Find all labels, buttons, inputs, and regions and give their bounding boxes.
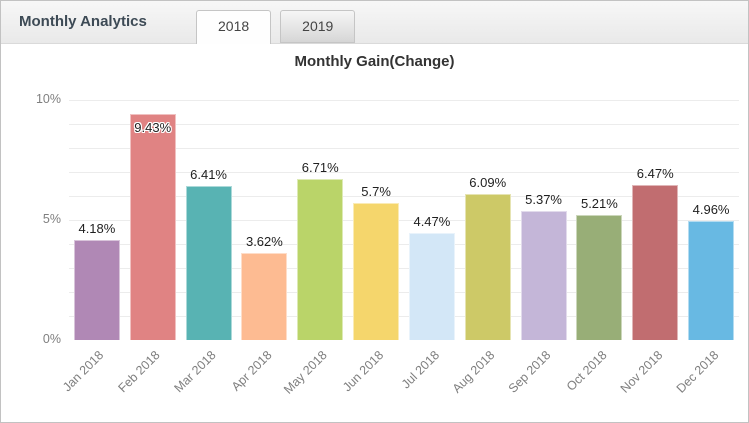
bar-slot-jul-2018: 4.47% Jul 2018	[399, 100, 460, 391]
bar-feb-2018[interactable]	[129, 113, 176, 340]
tab-2018[interactable]: 2018	[196, 10, 272, 44]
bar-value-label: 4.18%	[78, 220, 116, 236]
chart-title: Monthly Gain(Change)	[294, 53, 455, 70]
bar-mar-2018[interactable]	[185, 186, 232, 340]
bar-value-label: 4.96%	[692, 201, 730, 217]
y-tick-10: 10%	[35, 92, 61, 106]
widget-title: Monthly Analytics	[19, 13, 147, 30]
x-axis-label: Jan 2018	[60, 348, 107, 395]
x-axis-label: Mar 2018	[171, 348, 219, 396]
year-tabs: 2018 2019	[196, 10, 356, 44]
bar-value-label: 5.37%	[525, 192, 562, 208]
x-axis-label: Sep 2018	[505, 348, 554, 396]
x-axis-label: Dec 2018	[673, 348, 721, 396]
x-axis-label: Oct 2018	[563, 348, 610, 394]
bar-value-label: 3.62%	[245, 234, 283, 250]
bar-value-label: 6.71%	[301, 159, 339, 175]
bar-slot-aug-2018: 6.09% Aug 2018	[450, 100, 516, 396]
x-axis-label: Aug 2018	[449, 348, 498, 396]
bar-chart-plot-area: 10% 5% 0% 4.18% Jan 2018 9.43% Feb 2018 6.41…	[36, 92, 739, 397]
chart-panel: Monthly Gain(Change) 10% 5% 0% 4.18% Jan …	[1, 53, 748, 397]
bar-value-label: 6.41%	[190, 167, 227, 183]
bar-slot-nov-2018: 6.47% Nov 2018	[617, 100, 683, 396]
y-tick-0: 0%	[42, 332, 61, 346]
bar-aug-2018[interactable]	[464, 193, 511, 340]
bar-slot-mar-2018: 6.41% Mar 2018	[171, 100, 237, 395]
bar-jan-2018[interactable]	[73, 239, 120, 340]
bar-value-label: 4.47%	[413, 213, 451, 229]
bar-nov-2018[interactable]	[632, 184, 679, 340]
x-axis-label: Jul 2018	[398, 348, 442, 392]
bar-slot-feb-2018: 9.43% Feb 2018	[115, 100, 181, 395]
bar-value-label: 5.21%	[580, 195, 618, 211]
bar-value-label: 5.7%	[361, 184, 391, 200]
bar-value-label: 6.47%	[636, 165, 674, 181]
bar-slot-jan-2018: 4.18% Jan 2018	[61, 100, 125, 394]
bar-jul-2018[interactable]	[408, 232, 455, 340]
bar-slot-jun-2018: 5.7% Jun 2018	[340, 100, 404, 394]
bar-slot-apr-2018: 3.62% Apr 2018	[229, 100, 293, 394]
bar-sep-2018[interactable]	[520, 211, 567, 340]
tab-2019[interactable]: 2019	[280, 10, 356, 43]
bar-slot-sep-2018: 5.37% Sep 2018	[506, 100, 572, 396]
bar-jun-2018[interactable]	[353, 203, 400, 340]
bar-apr-2018[interactable]	[241, 253, 288, 340]
bar-oct-2018[interactable]	[576, 214, 623, 340]
bar-value-label: 9.43%	[134, 119, 172, 135]
widget-header: Monthly Analytics 2018 2019	[1, 1, 748, 44]
x-axis-label: Apr 2018	[228, 348, 275, 394]
x-axis-label: Nov 2018	[617, 348, 666, 396]
x-axis-label: Feb 2018	[115, 348, 163, 396]
x-axis-label: Jun 2018	[339, 348, 386, 395]
bar-slot-may-2018: 6.71% May 2018	[281, 100, 348, 397]
bar-may-2018[interactable]	[297, 178, 344, 340]
y-tick-5: 5%	[42, 212, 61, 226]
x-axis-label: May 2018	[281, 348, 331, 397]
bar-slot-oct-2018: 5.21% Oct 2018	[564, 100, 628, 394]
bar-value-label: 6.09%	[469, 174, 507, 190]
bar-dec-2018[interactable]	[688, 220, 735, 340]
bar-slot-dec-2018: 4.96% Dec 2018	[673, 100, 739, 396]
